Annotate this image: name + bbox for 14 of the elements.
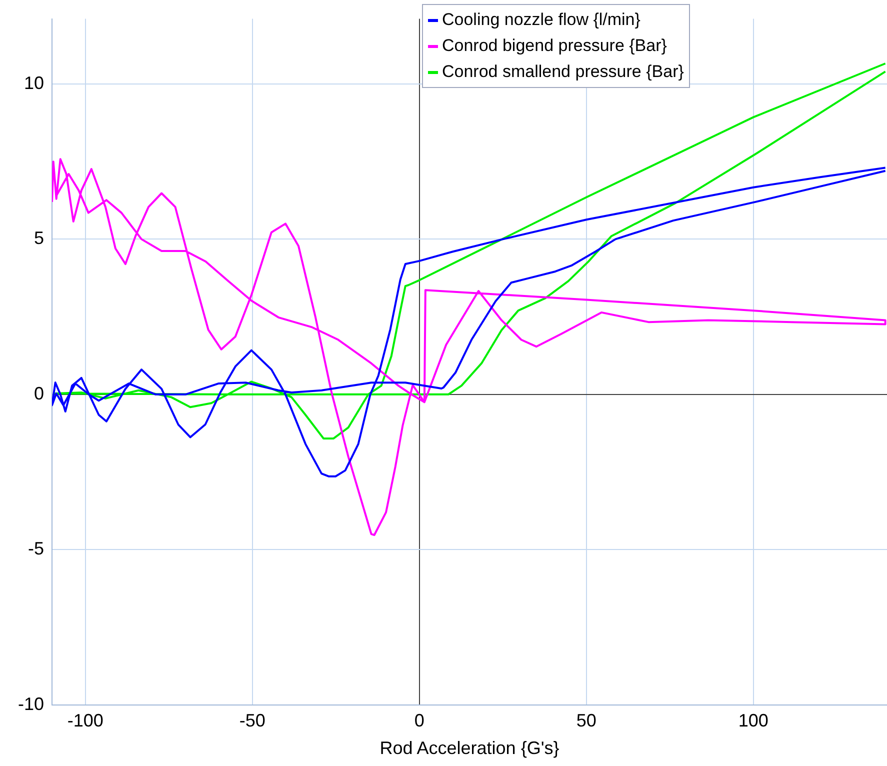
y-tick-label: -5 bbox=[28, 538, 44, 559]
x-axis-title: Rod Acceleration {G's} bbox=[380, 738, 560, 758]
legend-label: Conrod smallend pressure {Bar} bbox=[442, 61, 684, 83]
x-tick-label: 100 bbox=[738, 710, 768, 731]
y-tick-label: 10 bbox=[24, 72, 44, 93]
y-tick-label: 5 bbox=[34, 228, 44, 248]
x-tick-label: -50 bbox=[239, 710, 266, 731]
y-tick-label: 0 bbox=[34, 383, 44, 404]
legend-label: Cooling nozzle flow {l/min} bbox=[442, 9, 640, 31]
x-tick-label: -100 bbox=[67, 710, 104, 731]
x-tick-label: 50 bbox=[576, 710, 596, 731]
x-tick-label: 0 bbox=[414, 710, 424, 731]
legend-label: Conrod bigend pressure {Bar} bbox=[442, 35, 667, 57]
y-tick-label: -10 bbox=[18, 694, 44, 714]
